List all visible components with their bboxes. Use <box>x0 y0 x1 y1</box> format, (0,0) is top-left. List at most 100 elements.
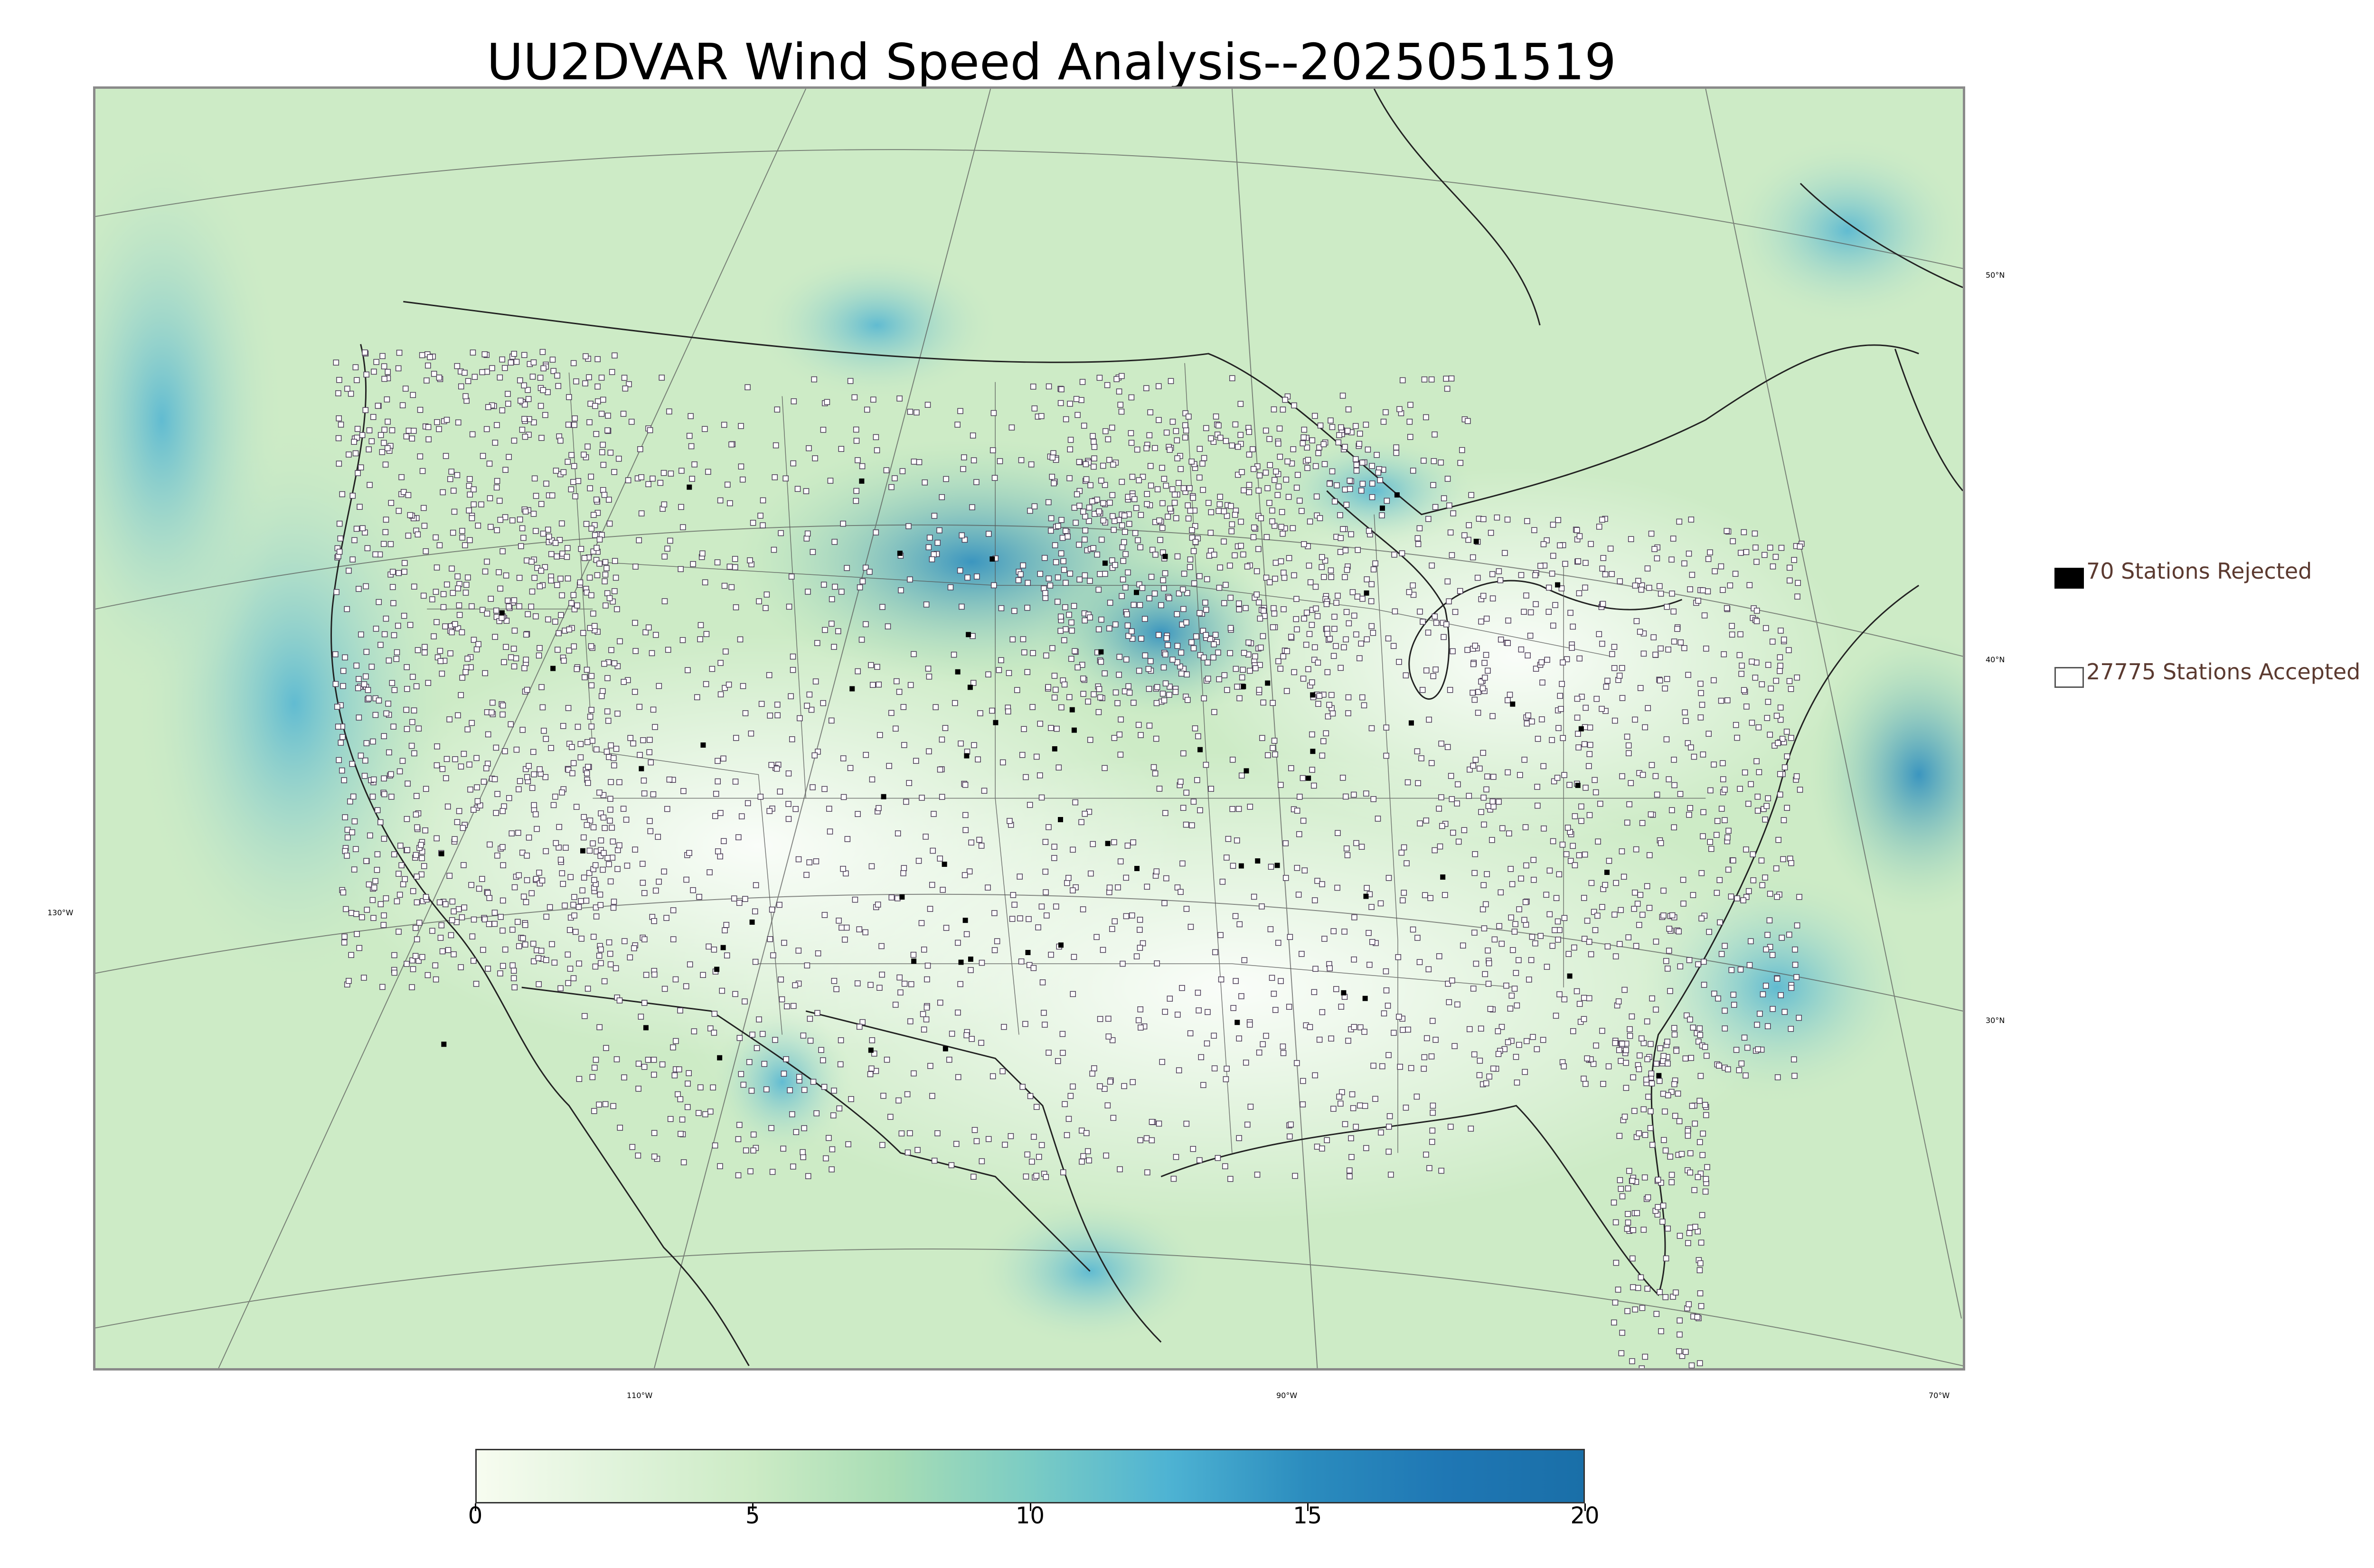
accepted-station-marker <box>1513 970 1519 976</box>
accepted-station-marker <box>1292 1173 1298 1179</box>
accepted-station-marker <box>394 898 400 904</box>
accepted-station-marker <box>571 422 577 428</box>
accepted-station-marker <box>1697 1260 1704 1267</box>
accepted-station-marker <box>1059 535 1066 541</box>
accepted-station-marker <box>721 838 727 845</box>
accepted-station-marker <box>1067 437 1074 443</box>
accepted-station-marker <box>1136 581 1142 588</box>
accepted-station-marker <box>840 520 846 527</box>
accepted-station-marker <box>1777 771 1783 777</box>
accepted-station-marker <box>888 710 895 716</box>
accepted-station-marker <box>641 777 647 784</box>
accepted-station-marker <box>1186 413 1192 420</box>
accepted-station-marker <box>1448 1124 1454 1130</box>
accepted-station-marker <box>1574 714 1581 721</box>
accepted-station-marker <box>444 581 450 588</box>
accepted-station-marker <box>606 595 613 601</box>
accepted-station-marker <box>960 466 966 472</box>
accepted-station-marker <box>1086 504 1093 511</box>
accepted-station-marker <box>738 463 744 469</box>
accepted-station-marker <box>1663 958 1669 964</box>
accepted-station-marker <box>1379 512 1385 518</box>
accepted-station-marker <box>1142 652 1149 658</box>
accepted-station-marker <box>1357 1102 1363 1108</box>
accepted-station-marker <box>1328 567 1334 573</box>
accepted-station-marker <box>954 422 961 428</box>
accepted-station-marker <box>1238 993 1244 999</box>
accepted-station-marker <box>391 851 397 857</box>
accepted-station-marker <box>1046 575 1052 582</box>
accepted-station-marker <box>1648 1108 1654 1115</box>
accepted-station-marker <box>1792 946 1798 953</box>
accepted-station-marker <box>1305 666 1311 672</box>
accepted-station-marker <box>1133 953 1140 959</box>
accepted-station-marker <box>1103 1152 1109 1159</box>
accepted-station-marker <box>1269 975 1275 981</box>
accepted-station-marker <box>680 524 686 530</box>
map-panel[interactable] <box>93 86 1965 1371</box>
accepted-station-marker <box>1065 1116 1072 1122</box>
accepted-station-marker <box>1291 572 1297 579</box>
accepted-station-marker <box>986 531 992 537</box>
accepted-station-marker <box>353 526 360 532</box>
accepted-station-marker <box>1629 1013 1635 1020</box>
accepted-station-marker <box>1433 620 1440 626</box>
accepted-station-marker <box>732 564 738 571</box>
accepted-station-marker <box>367 482 373 488</box>
accepted-station-marker <box>1494 514 1500 521</box>
colorbar-tick <box>1307 1503 1309 1511</box>
accepted-station-marker <box>567 927 573 933</box>
accepted-station-marker <box>943 476 949 482</box>
accepted-station-marker <box>465 574 471 581</box>
accepted-station-marker <box>1321 574 1327 580</box>
accepted-station-marker <box>1567 858 1574 864</box>
accepted-station-marker <box>728 441 735 448</box>
accepted-station-marker <box>1271 610 1278 617</box>
accepted-station-marker <box>1160 577 1167 583</box>
accepted-station-marker <box>740 1081 747 1088</box>
accepted-station-marker <box>948 1162 955 1168</box>
accepted-station-marker <box>1640 1227 1647 1233</box>
accepted-station-marker <box>1107 600 1113 606</box>
accepted-station-marker <box>973 1138 980 1145</box>
accepted-station-marker <box>940 887 946 893</box>
accepted-station-marker <box>1393 450 1400 456</box>
accepted-station-marker <box>1138 636 1144 642</box>
accepted-station-marker <box>469 431 476 438</box>
accepted-station-marker <box>548 745 554 751</box>
accepted-station-marker <box>1068 656 1074 662</box>
accepted-station-marker <box>661 868 667 875</box>
accepted-station-marker <box>763 1086 770 1093</box>
accepted-station-marker <box>1183 427 1189 434</box>
accepted-station-marker <box>1742 769 1748 776</box>
accepted-station-marker <box>1476 1072 1483 1079</box>
accepted-station-marker <box>1267 926 1274 932</box>
accepted-station-marker <box>416 920 423 926</box>
accepted-station-marker <box>610 1103 616 1109</box>
accepted-station-marker <box>1203 425 1209 432</box>
accepted-station-marker <box>1655 1176 1661 1183</box>
accepted-station-marker <box>473 755 480 761</box>
accepted-station-marker <box>511 984 518 991</box>
accepted-station-marker <box>856 1023 863 1030</box>
accepted-station-marker <box>588 592 594 599</box>
accepted-station-marker <box>370 738 376 745</box>
accepted-station-marker <box>924 402 931 408</box>
accepted-station-marker <box>842 937 848 943</box>
colorbar-tick-label: 0 <box>468 1502 483 1529</box>
accepted-station-marker <box>769 906 775 913</box>
accepted-station-marker <box>1702 1102 1708 1108</box>
lat-label-30n: 30°N <box>1986 1016 2005 1025</box>
accepted-station-marker <box>638 474 645 480</box>
accepted-station-marker <box>511 628 518 634</box>
accepted-station-marker <box>970 432 976 439</box>
accepted-station-marker <box>1359 460 1366 466</box>
accepted-station-marker <box>1407 402 1413 408</box>
accepted-station-marker <box>1169 486 1176 492</box>
accepted-station-marker <box>533 876 539 882</box>
rejected-station-marker <box>897 550 903 556</box>
accepted-station-marker <box>1152 445 1158 451</box>
accepted-station-marker <box>596 536 603 543</box>
accepted-station-marker <box>1611 911 1618 918</box>
accepted-station-marker <box>812 455 818 461</box>
